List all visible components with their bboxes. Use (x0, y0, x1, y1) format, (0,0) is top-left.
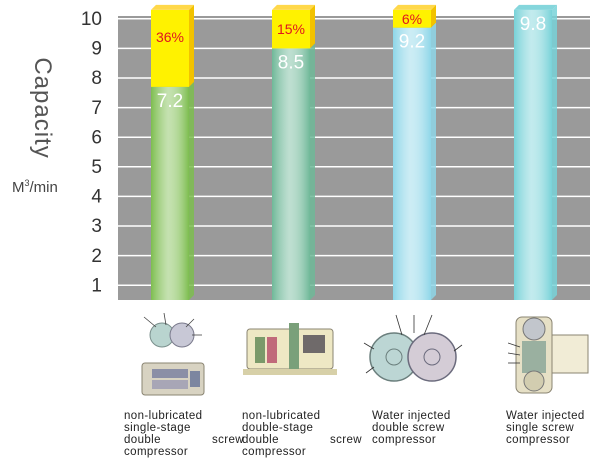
increase-side (189, 4, 194, 87)
y-tick-label: 6 (91, 127, 102, 148)
increase-side (310, 4, 315, 49)
value-label: 9.8 (520, 14, 546, 35)
category-label-4: Water injected single screw compressor (506, 410, 585, 446)
bar-top (514, 4, 557, 10)
increase-segment (151, 9, 189, 87)
increase-top (151, 4, 194, 10)
bar-shading (151, 86, 189, 300)
bar-shading (514, 9, 552, 300)
category-label-3: Water injected double screw compressor (372, 410, 451, 446)
y-tick-label: 4 (91, 187, 102, 208)
water-injected-double-screw-illustration (363, 314, 463, 382)
water-injected-single-screw-illustration (508, 316, 589, 394)
bar-shading (272, 48, 310, 301)
increase-segment (272, 9, 310, 49)
bar-shading (393, 27, 431, 301)
y-axis-unit: M3/min (12, 178, 58, 196)
increase-segment (393, 9, 431, 28)
y-tick-label: 3 (91, 216, 102, 237)
bar-side (189, 81, 194, 300)
increase-side (431, 4, 436, 28)
y-tick-label: 10 (81, 9, 102, 30)
increase-top (272, 4, 315, 10)
category-label-1: non-lubricated single-stage double screw… (124, 410, 244, 458)
increase-top (393, 4, 436, 10)
bar-side (310, 43, 315, 301)
y-tick-label: 2 (91, 246, 102, 267)
value-label: 9.2 (399, 32, 425, 53)
bar-side (552, 4, 557, 300)
y-tick-label: 9 (91, 39, 102, 60)
category-label-2: non-lubricated double-stage double screw… (242, 410, 362, 458)
increase-label: 36% (156, 29, 184, 45)
value-label: 8.5 (278, 52, 304, 73)
increase-label: 6% (402, 11, 422, 27)
double-stage-screw-illustration (243, 323, 337, 375)
plot-background (118, 16, 590, 300)
y-tick-label: 8 (91, 68, 102, 89)
increase-label: 15% (277, 21, 305, 37)
single-stage-screw-rotor-illustration (141, 313, 205, 396)
value-label: 7.2 (157, 91, 183, 112)
bar-side (431, 22, 436, 301)
y-tick-label: 1 (91, 275, 102, 296)
y-tick-label: 5 (91, 157, 102, 178)
y-tick-label: 7 (91, 98, 102, 119)
y-axis-label: Capacity (29, 57, 56, 159)
